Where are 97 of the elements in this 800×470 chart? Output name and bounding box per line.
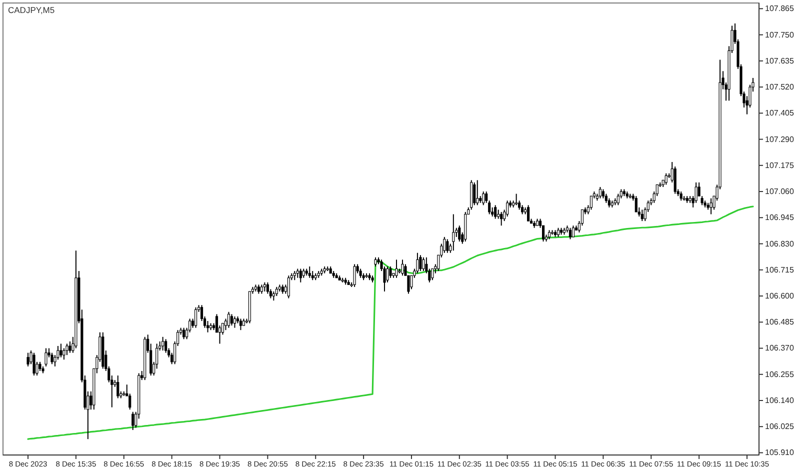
candlestick [374,256,377,267]
candlestick [527,204,530,222]
candlestick [206,320,210,333]
chart-title: CADJPY,M5 [8,5,55,15]
y-tick-label: 107.520 [765,82,794,92]
candlestick [473,182,476,206]
candlestick [224,318,228,331]
candlestick [281,284,284,294]
candlestick [640,209,644,222]
candlestick [515,193,518,206]
y-tick-label: 107.175 [765,160,794,170]
y-tick-label: 106.600 [765,292,794,301]
y-tick-label: 107.290 [765,134,794,144]
line-series [27,206,754,440]
candlestick [556,227,560,238]
candlestick [521,204,524,215]
candlestick [50,352,54,365]
y-tick-label: 107.750 [765,30,794,40]
y-tick-label: 107.405 [765,108,794,118]
candlestick [452,214,455,252]
candlestick [296,268,299,278]
candlestick [68,340,72,354]
candlestick [353,264,356,288]
candlestick [608,198,610,208]
y-tick-label: 107.865 [765,4,794,14]
candlestick [458,225,461,242]
candlestick [664,172,668,186]
y-tick-label: 107.635 [765,56,794,66]
candlestick [293,270,296,281]
candlestick [182,327,186,340]
y-tick-label: 106.830 [765,239,794,248]
candlestick [548,230,551,240]
candlestick [164,338,168,354]
y-tick-label: 107.060 [765,187,794,196]
candlestick [431,268,434,281]
candlestick [230,314,234,326]
y-tick-label: 105.910 [765,448,794,458]
y-tick-label: 106.025 [765,422,794,432]
candlestick [302,268,305,278]
candlestick [416,252,419,274]
candlestick [386,266,389,283]
y-tick-label: 106.945 [765,213,794,222]
candlestick [116,375,120,399]
candlestick [419,254,422,272]
candlestick [604,193,608,204]
y-tick-label: 106.255 [765,370,794,379]
candlestick [568,227,572,240]
y-tick-label: 106.715 [765,265,794,274]
candlestick [233,316,236,328]
candlestick [710,198,712,215]
candlestick [66,343,68,356]
candlestick [634,196,638,212]
candlestick [266,282,269,294]
candlestick [44,348,48,367]
candlestick [494,204,497,220]
candlestick [60,343,62,358]
candlestick [308,266,311,278]
candlestick [476,180,479,206]
candlestick [389,266,392,278]
candlestick [500,211,503,226]
candlestick [260,284,263,294]
candlestick [257,284,260,294]
candlestick [602,188,604,199]
candlestick [272,290,275,302]
candlestick [32,352,36,376]
candlestick [506,200,509,218]
candlestick [128,393,132,410]
candlestick [162,336,164,352]
candlestick [590,196,593,210]
y-tick-label: 106.140 [765,396,794,405]
candlestick [680,191,682,202]
candlestick [446,238,449,254]
candlestick [26,352,30,367]
candlestick [674,166,676,194]
candlestick [287,275,290,299]
candlestick [598,186,602,199]
candlestick [227,311,230,328]
candlestick [616,193,620,206]
candlestick [497,209,500,220]
candlestick [194,306,198,328]
y-tick-label: 106.485 [765,318,794,327]
candlestick [572,225,575,238]
candlestick [401,259,404,276]
candlestick [694,182,698,204]
candlestick [62,348,66,360]
candlestick [443,236,446,254]
candlestick [299,268,302,283]
candlestick [395,259,398,278]
candlestick [239,318,242,331]
candlestick [132,411,134,431]
candlestick [275,286,278,297]
candlestick [311,270,314,281]
candlestick [38,361,42,372]
candlestick [359,268,362,278]
candlestick [422,256,425,272]
y-tick-label: 106.370 [765,344,794,353]
candlestick [482,191,485,206]
